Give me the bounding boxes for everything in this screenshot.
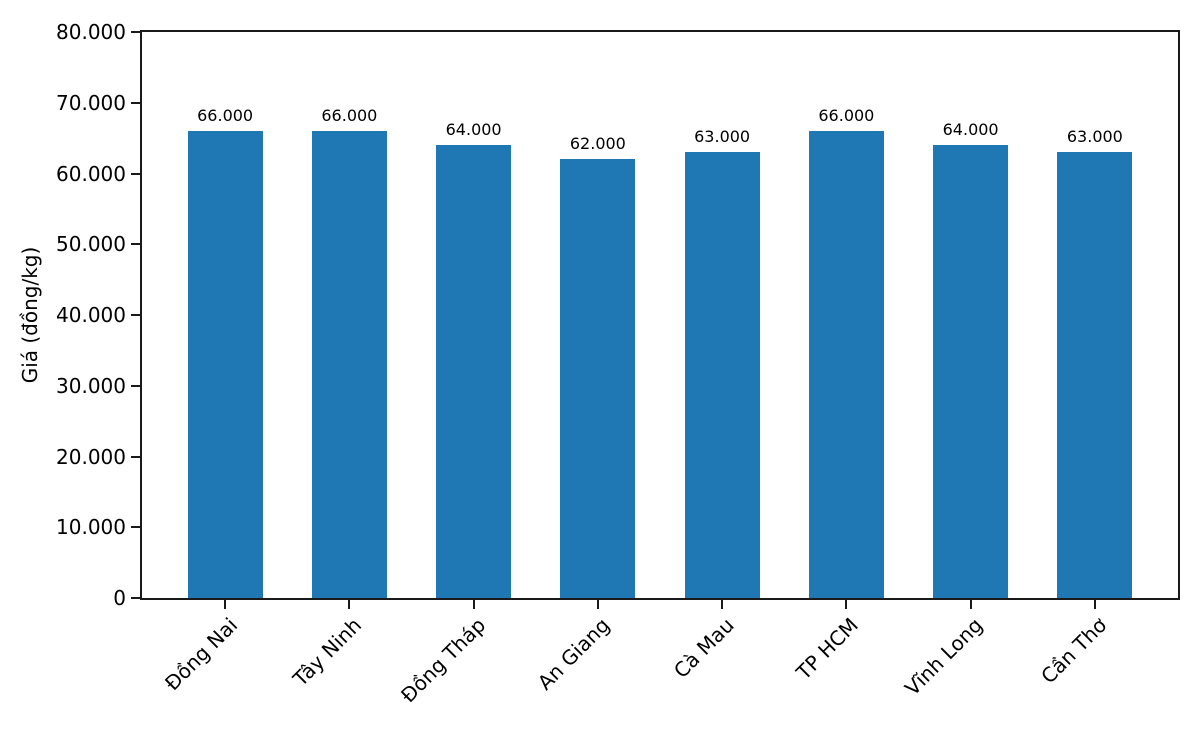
x-tick-mark: [596, 600, 599, 609]
y-tick-mark: [131, 243, 140, 246]
x-tick-label: Tây Ninh: [288, 613, 367, 691]
bar-value-label: 63.000: [1066, 127, 1123, 147]
bar: [684, 152, 760, 598]
bar-value-label: 66.000: [197, 106, 254, 126]
y-tick-label: 80.000: [56, 20, 126, 44]
y-tick-label: 30.000: [56, 373, 126, 398]
bar: [436, 145, 512, 598]
y-tick-label: 0: [113, 586, 126, 610]
y-tick-mark: [131, 526, 140, 529]
y-tick-mark: [131, 172, 140, 175]
bar: [1057, 152, 1133, 598]
y-tick-mark: [131, 455, 140, 458]
plot-area: 66.000 66.000 64.000 62.000 63.000 66.000 64.0…: [140, 30, 1180, 600]
y-tick-mark: [131, 314, 140, 316]
bar: [808, 131, 884, 598]
y-tick-mark: [131, 384, 140, 387]
bar-value-label: 64.000: [445, 120, 502, 140]
bar-value-label: 66.000: [818, 106, 875, 126]
y-tick-mark: [131, 31, 140, 33]
y-tick-label: 40.000: [56, 303, 126, 327]
x-tick-label: Vĩnh Long: [900, 613, 988, 701]
bar: [187, 131, 263, 598]
x-tick-label: TP HCM: [791, 613, 864, 685]
x-tick-mark: [721, 600, 724, 609]
y-tick-label: 10.000: [56, 515, 126, 540]
y-tick-label: 20.000: [56, 444, 126, 469]
bar: [311, 131, 387, 598]
x-tick-mark: [472, 600, 475, 609]
y-tick-label: 60.000: [56, 161, 126, 186]
x-tick-label: Cà Mau: [669, 613, 740, 683]
x-tick-mark: [969, 600, 972, 609]
bar-value-label: 63.000: [694, 127, 751, 147]
bar-value-label: 64.000: [942, 120, 999, 140]
x-tick-mark: [1093, 600, 1096, 609]
y-tick-label: 70.000: [56, 90, 126, 115]
x-tick-mark: [845, 600, 848, 609]
x-tick-label: Đồng Nai: [159, 613, 243, 696]
bar: [933, 145, 1009, 598]
bar-value-label: 62.000: [569, 134, 626, 154]
y-tick-label: 50.000: [56, 232, 126, 257]
x-tick-mark: [224, 600, 227, 609]
bar: [560, 159, 636, 598]
x-tick-label: Cần Thơ: [1036, 613, 1112, 689]
y-tick-mark: [131, 101, 140, 104]
x-tick-mark: [348, 600, 351, 609]
bar-value-label: 66.000: [321, 106, 378, 126]
x-tick-label: An Giang: [533, 613, 615, 695]
x-tick-label: Đồng Tháp: [396, 613, 491, 708]
y-tick-mark: [131, 597, 140, 599]
